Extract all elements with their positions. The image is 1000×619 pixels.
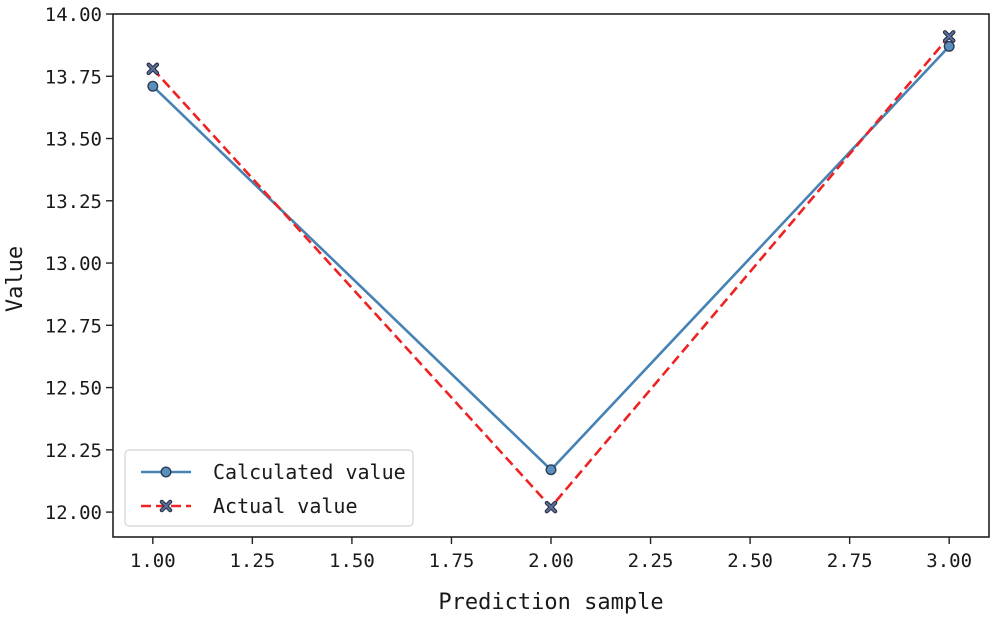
point-calculated: [943, 40, 955, 52]
legend: Calculated value Actual value: [124, 449, 414, 527]
y-axis-title: Value: [3, 246, 28, 312]
y-axis: 12.00 12.25 12.50 12.75 13.00 13.25 13.50 13.75…: [45, 4, 113, 524]
legend-label-calculated: Calculated value: [213, 460, 406, 484]
x-tick-label: 1.25: [229, 550, 275, 572]
x-tick-label: 1.50: [329, 550, 375, 572]
y-tick-label: 13.00: [45, 253, 102, 275]
x-tick-label: 2.50: [727, 550, 773, 572]
x-axis-title: Prediction sample: [438, 590, 663, 615]
point-actual-stroke: [545, 501, 557, 513]
legend-marker-actual-stroke: [160, 500, 172, 512]
y-tick-label: 14.00: [45, 4, 102, 26]
point-calculated: [147, 80, 159, 92]
point-actual-stroke: [943, 31, 955, 42]
y-tick-label: 12.50: [45, 378, 102, 400]
point-actual: [146, 62, 160, 76]
series-layer: [146, 30, 956, 514]
legend-marker-calculated: [160, 466, 172, 478]
x-tick-label: 1.00: [130, 550, 176, 572]
y-tick-label: 12.75: [45, 315, 102, 337]
x-tick-label: 2.75: [827, 550, 873, 572]
y-tick-label: 13.50: [45, 129, 102, 151]
y-tick-label: 12.00: [45, 502, 102, 524]
point-actual-stroke: [147, 63, 159, 74]
x-axis: 1.00 1.25 1.50 1.75 2.00 2.25 2.50 2.75 3.00: [130, 537, 972, 572]
legend-marker-actual: [159, 499, 173, 513]
legend-label-actual: Actual value: [213, 494, 358, 518]
y-tick-label: 13.75: [45, 66, 102, 88]
point-actual: [544, 500, 558, 514]
point-calculated: [545, 464, 557, 476]
y-tick-label: 13.25: [45, 191, 102, 213]
y-tick-label: 12.25: [45, 440, 102, 462]
x-tick-label: 2.00: [528, 550, 574, 572]
x-tick-label: 2.25: [628, 550, 674, 572]
legend-box: [124, 449, 414, 527]
x-tick-label: 1.75: [429, 550, 475, 572]
x-tick-label: 3.00: [926, 550, 972, 572]
point-actual: [942, 30, 956, 43]
